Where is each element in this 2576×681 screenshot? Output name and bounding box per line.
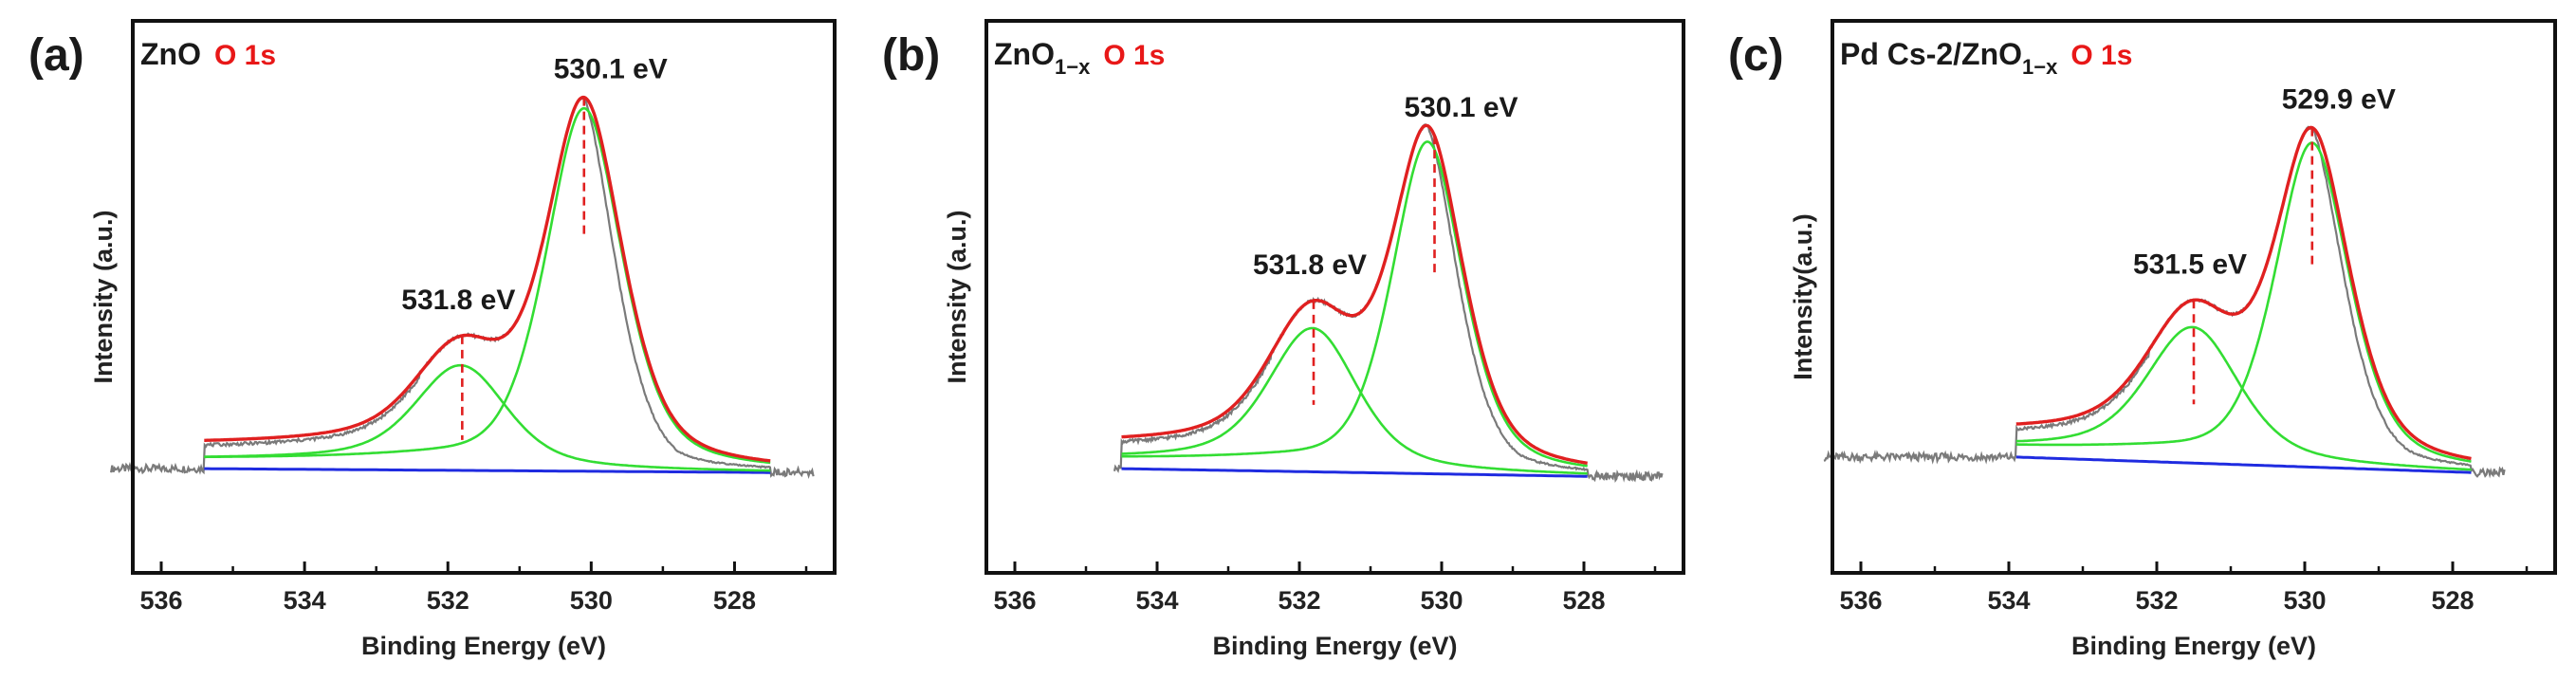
peak-label: 531.8 eV [1253, 249, 1367, 281]
component-peak-2 [1121, 326, 1588, 475]
plot-frame [131, 19, 837, 575]
x-tick-label: 530 [570, 586, 613, 615]
x-tick-label: 528 [2431, 586, 2474, 615]
x-axis-label: Binding Energy (eV) [1212, 632, 1457, 660]
background-line [2015, 455, 2472, 474]
component-peak-2 [204, 363, 771, 472]
orbital-label: O 1s [2070, 40, 2132, 71]
component-peak-1 [1121, 140, 1588, 468]
orbital-label: O 1s [214, 40, 276, 71]
panel-label: (b) [882, 30, 940, 81]
x-tick-label: 532 [2135, 586, 2178, 615]
x-tick-label: 532 [427, 586, 469, 615]
background-line [1121, 467, 1588, 478]
peak-label: 530.1 eV [554, 54, 668, 85]
x-tick-label: 536 [139, 586, 182, 615]
orbital-label: O 1s [1103, 40, 1165, 71]
x-tick-label: 536 [993, 586, 1036, 615]
y-axis-label: Intensity(a.u.) [1789, 213, 1817, 380]
sample-name-subscript: 1−x [1055, 55, 1091, 79]
fit-envelope-line [2015, 125, 2472, 461]
x-axis-label: Binding Energy (eV) [2071, 632, 2316, 660]
peak-label: 529.9 eV [2282, 84, 2396, 116]
x-tick-label: 532 [1278, 586, 1320, 615]
sample-name: ZnO1−x O 1s [994, 37, 1165, 79]
chart-panel-a: 536 534 532 530 528 Binding Energy (eV) Intens… [28, 19, 837, 660]
fit-envelope-line [204, 95, 771, 463]
sample-name: ZnO O 1s [140, 37, 276, 71]
peak-label: 530.1 eV [1404, 92, 1518, 123]
sample-name-base: Pd Cs-2/ZnO [1840, 37, 2022, 71]
plot-frame [984, 19, 1685, 575]
component-peak-1 [204, 106, 771, 465]
y-axis-label: Intensity (a.u.) [89, 210, 118, 383]
x-tick-label: 534 [1135, 586, 1178, 615]
background-line [204, 467, 771, 474]
chart-panel-c: 536 534 532 530 528 Binding Energy (eV) Intens… [1728, 19, 2557, 660]
x-tick-label: 536 [1839, 586, 1882, 615]
y-axis-label: Intensity (a.u.) [943, 210, 971, 383]
sample-name-base: ZnO [140, 37, 201, 71]
x-tick-label: 530 [1420, 586, 1463, 615]
panel-label: (c) [1728, 30, 1784, 81]
x-tick-label: 534 [1987, 586, 2030, 615]
peak-label: 531.8 eV [401, 285, 515, 316]
component-peak-1 [2015, 141, 2472, 463]
x-tick-label: 534 [284, 586, 326, 615]
fit-envelope-line [1121, 123, 1588, 465]
x-tick-label: 530 [2283, 586, 2326, 615]
sample-name-subscript: 1−x [2022, 55, 2058, 79]
plot-frame [1831, 19, 2557, 575]
panel-label: (a) [28, 30, 84, 81]
sample-name: Pd Cs-2/ZnO1−x O 1s [1840, 37, 2132, 79]
sample-name-base: ZnO [994, 37, 1055, 71]
chart-panel-b: 536 534 532 530 528 Binding Energy (eV) Intens… [882, 19, 1685, 660]
component-peak-2 [2015, 325, 2472, 471]
x-axis-label: Binding Energy (eV) [361, 632, 606, 660]
peak-label: 531.5 eV [2133, 248, 2247, 280]
x-tick-label: 528 [713, 586, 756, 615]
x-tick-label: 528 [1562, 586, 1605, 615]
